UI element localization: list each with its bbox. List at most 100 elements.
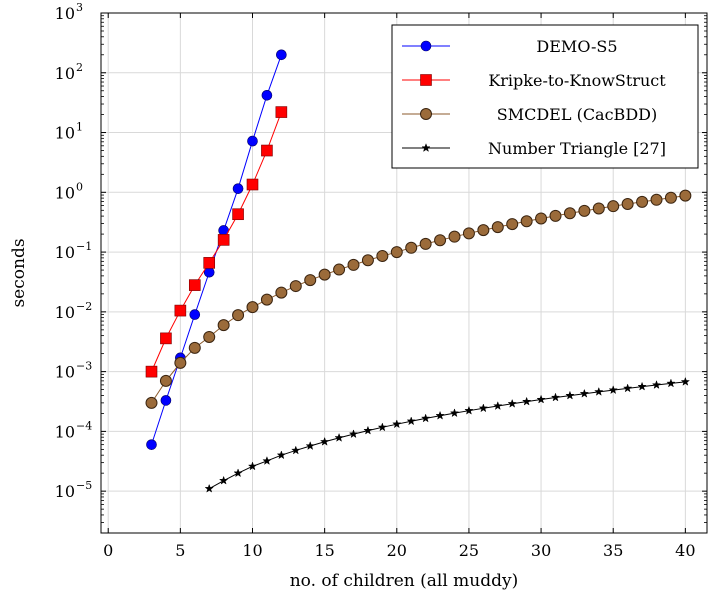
demo-s5-point: [276, 49, 287, 61]
triangle-point: [464, 405, 474, 415]
triangle-point: [276, 450, 287, 460]
triangle-point: [449, 408, 460, 418]
x-tick-label: 15: [314, 541, 334, 560]
smcdel-point: [275, 286, 288, 299]
smcdel-point: [188, 341, 201, 354]
smcdel-point: [535, 212, 548, 225]
triangle-point: [651, 380, 662, 390]
smcdel-point: [679, 189, 692, 202]
y-tick-exponent: −2: [76, 300, 92, 313]
smcdel-point: [289, 280, 302, 293]
smcdel-point: [448, 230, 461, 243]
kripke-point: [232, 208, 244, 221]
x-tick-label: 0: [103, 541, 113, 560]
smcdel-point: [361, 254, 374, 267]
y-tick-exponent: −1: [76, 240, 92, 253]
series-line: [151, 54, 282, 445]
triangle-point: [334, 432, 344, 442]
triangle-point: [305, 441, 315, 450]
x-tick-label: 25: [459, 541, 479, 560]
smcdel-point: [419, 237, 432, 250]
kripke-point: [203, 257, 216, 269]
demo-s5-point: [420, 40, 432, 52]
smcdel-point: [232, 309, 245, 322]
triangle-point: [348, 429, 359, 439]
smcdel-point: [260, 293, 273, 306]
triangle-point: [536, 394, 546, 404]
y-tick-label: 10: [55, 482, 75, 501]
triangle-point: [565, 390, 575, 400]
y-axis-label: seconds: [9, 238, 29, 307]
smcdel-point: [592, 202, 605, 215]
y-tick-exponent: 1: [76, 121, 83, 134]
triangle-point: [493, 401, 503, 411]
kripke-point: [188, 279, 201, 291]
smcdel-point: [159, 374, 172, 387]
x-tick-label: 10: [242, 541, 262, 560]
smcdel-point: [304, 274, 317, 287]
x-tick-label: 20: [387, 541, 407, 560]
smcdel-point: [549, 209, 562, 222]
y-tick-label: 10: [55, 183, 75, 202]
legend-label: Kripke-to-KnowStruct: [488, 71, 666, 90]
legend-box: [391, 24, 699, 169]
y-tick-label: 10: [55, 303, 75, 322]
smcdel-point: [607, 200, 620, 213]
smcdel-point: [462, 227, 475, 240]
legend: DEMO-S5 Kripke-to-KnowStruct SMCDEL (CacBD…: [391, 24, 699, 169]
legend-label: DEMO-S5: [536, 37, 617, 56]
smcdel-point: [636, 195, 649, 208]
smcdel-point: [491, 221, 504, 234]
series-3: [204, 376, 691, 493]
triangle-point: [608, 385, 618, 395]
smcdel-point: [664, 191, 677, 204]
y-tick-exponent: 2: [76, 61, 83, 74]
y-tick-label: 10: [55, 4, 75, 23]
triangle-point: [262, 456, 272, 465]
demo-s5-point: [189, 309, 201, 320]
demo-s5-point: [261, 89, 273, 101]
triangle-point: [233, 468, 243, 478]
demo-s5-point: [232, 183, 244, 194]
triangle-point: [478, 403, 489, 413]
series-0: [146, 49, 287, 450]
triangle-point: [521, 396, 532, 406]
smcdel-point: [650, 193, 663, 206]
triangle-point: [666, 378, 676, 388]
triangle-point: [421, 143, 431, 153]
y-tick-exponent: −5: [76, 479, 92, 492]
smcdel-point: [520, 215, 533, 228]
smcdel-point: [434, 234, 447, 247]
kripke-point: [145, 365, 158, 378]
smcdel-point: [145, 396, 158, 409]
y-tick-exponent: −4: [76, 419, 92, 432]
series-2: [145, 189, 692, 409]
smcdel-point: [578, 204, 591, 217]
x-tick-label: 5: [175, 541, 185, 560]
kripke-point: [246, 178, 259, 191]
kripke-point: [217, 234, 230, 246]
kripke-point: [420, 74, 432, 86]
smcdel-point: [246, 301, 259, 314]
y-tick-label: 10: [55, 243, 75, 262]
smcdel-point: [174, 356, 187, 369]
series-layer: [145, 49, 692, 493]
smcdel-point: [333, 263, 346, 276]
x-tick-label: 30: [531, 541, 551, 560]
demo-s5-point: [247, 135, 258, 147]
triangle-point: [637, 381, 647, 391]
smcdel-point: [621, 197, 634, 210]
kripke-point: [160, 332, 172, 345]
y-tick-label: 10: [55, 124, 75, 143]
triangle-point: [392, 419, 402, 429]
y-tick-exponent: −3: [76, 360, 92, 373]
y-tick-exponent: 0: [76, 180, 83, 193]
plot-frame: [100, 12, 708, 534]
series-line: [208, 381, 686, 490]
kripke-point: [275, 106, 288, 118]
smcdel-point: [420, 108, 432, 120]
x-tick-label: 40: [675, 541, 695, 560]
smcdel-point: [390, 246, 403, 259]
